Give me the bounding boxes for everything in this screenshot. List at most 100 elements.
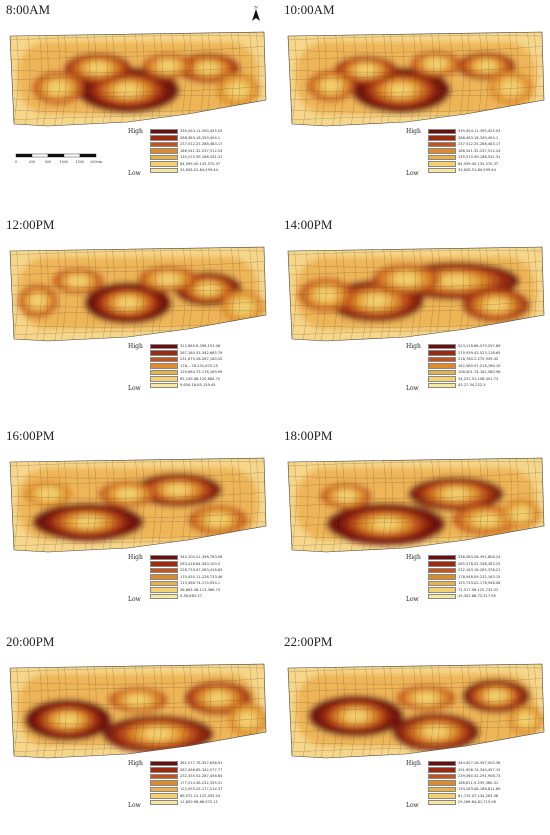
- legend-swatch: [150, 343, 178, 349]
- legend-swatch: [428, 593, 456, 599]
- heatmap: [9, 457, 267, 553]
- legend-low-label: Low: [128, 385, 141, 392]
- legend-range: 33,628.51-84,599.44: [458, 168, 496, 173]
- legend-range: 270,939.43-523,118.65: [458, 350, 501, 355]
- legend-swatch: [150, 148, 178, 154]
- svg-text:1000: 1000: [60, 160, 69, 164]
- legend-high-label: High: [406, 128, 421, 135]
- legend-range: 162,580.97-218,760.19: [458, 363, 501, 368]
- legend-range: 232,335.52-287,456.64: [180, 774, 223, 779]
- legend: High Low 339,454.11-390,425.03 288,483.18-3…: [406, 128, 550, 177]
- legend-high-label: High: [406, 554, 421, 561]
- legend-range: 178,948.09-232,163.15: [458, 574, 501, 579]
- legend-row: 66,972.12-122,093.24: [150, 793, 275, 800]
- north-arrow-icon: N: [252, 5, 260, 21]
- time-panel: 18:00PM High Low 338,383.26-391,808.24 285,3…: [278, 426, 550, 629]
- time-label: 10:00AM: [284, 2, 335, 17]
- legend-row: 135,570.39-186,541.31: [428, 154, 550, 161]
- legend-swatch: [150, 369, 178, 375]
- legend-range: 9,654.18-65,159.45: [180, 383, 216, 388]
- legend-row: 178,...76-231,675.25: [150, 363, 275, 370]
- heatmap: [9, 246, 267, 342]
- time-label: 8:00AM: [6, 2, 51, 17]
- legend-row: 237,512.25-288,483.17: [428, 141, 550, 148]
- time-panel: 8:00AM High Low 339,454.11-390,425.03 288,48…: [0, 0, 275, 203]
- legend-row: 344,457.16-397,005.36: [428, 760, 550, 767]
- legend-swatch: [150, 161, 178, 167]
- legend-range: 288,483.18-339,454.1: [180, 135, 221, 140]
- time-panel: 10:00AM High Low 339,454.11-390,425.03 288,4…: [278, 0, 550, 203]
- legend-row: 65,159.46-120,664.72: [150, 376, 275, 383]
- legend-range: 72,517.96-125,733.01: [458, 587, 499, 592]
- legend-row: 523,118.66-579,297.89: [428, 343, 550, 350]
- legend-high-label: High: [406, 760, 421, 767]
- legend-swatch: [428, 376, 456, 382]
- legend-range: 84,599.45-135,570.37: [180, 161, 221, 166]
- legend-row: 291,908.74-344,457.15: [428, 767, 550, 774]
- legend-range: 11,850.98-66,972.11: [180, 800, 218, 805]
- legend-row: 232,335.52-287,456.64: [150, 773, 275, 780]
- legend-row: 186,541.32-237,512.24: [150, 148, 275, 155]
- legend-row: 339,454.11-390,425.03: [428, 128, 550, 135]
- legend-row: 339,454.11-390,425.03: [150, 128, 275, 135]
- legend-low-label: Low: [406, 170, 419, 177]
- legend: High Low 339,454.11-390,425.03 288,483.18-3…: [128, 128, 275, 177]
- legend-row: 226,733.47-283,416.83: [150, 567, 275, 574]
- legend-row: 9,654.18-65,159.45: [150, 382, 275, 389]
- legend-range: 177,214.38-232,335.51: [180, 780, 223, 785]
- legend-row: 186,541.32-237,512.24: [428, 148, 550, 155]
- time-panel: 20:00PM High Low 362,577.78-357,638.91 287,4…: [0, 632, 275, 835]
- legend-swatch: [428, 793, 456, 799]
- legend-swatch: [428, 343, 456, 349]
- legend-swatch: [150, 561, 178, 567]
- legend-swatch: [428, 161, 456, 167]
- legend-row: 125,733.02-178,948.08: [428, 580, 550, 587]
- heatmap: [9, 663, 267, 759]
- legend-swatch: [428, 786, 456, 792]
- legend-row: 56,683.38-113,366.73: [150, 587, 275, 594]
- legend-row: 84,599.45-135,570.37: [428, 161, 550, 168]
- legend-swatch: [428, 369, 456, 375]
- legend-range: 267,180.53-342,685.79: [180, 350, 223, 355]
- legend-row: 0-56,683.37: [150, 593, 275, 600]
- legend-range: 237,512.25-288,483.17: [458, 142, 501, 147]
- legend-swatch: [150, 363, 178, 369]
- legend-range: 285,378.22-338,383.25: [458, 561, 501, 566]
- legend-row: 218,760.2-270,939.42: [428, 356, 550, 363]
- legend-row: 232,163.16-285,378.21: [428, 567, 550, 574]
- legend: High Low 362,577.78-357,638.91 287,456.65-3…: [128, 760, 275, 809]
- legend-range: 186,811.9-239,360.31: [458, 780, 499, 785]
- legend-range: 66,972.12-122,093.24: [180, 793, 221, 798]
- legend-swatch: [150, 593, 178, 599]
- legend-swatch: [150, 767, 178, 773]
- legend-range: 231,675.26-267,180.52: [180, 357, 223, 362]
- svg-text:0: 0: [15, 160, 17, 164]
- legend-range: 239,360.32-291,908.73: [458, 774, 501, 779]
- legend-row: 178,948.09-232,163.15: [428, 574, 550, 581]
- legend-swatch: [150, 350, 178, 356]
- svg-text:500: 500: [45, 160, 51, 164]
- legend-swatch: [428, 773, 456, 779]
- legend-row: 338,383.26-391,808.24: [428, 554, 550, 561]
- time-label: 22:00PM: [284, 634, 333, 649]
- legend-row: 312,685.8-398,191.06: [150, 343, 275, 350]
- legend-swatch: [150, 382, 178, 388]
- legend-row: 186,811.9-239,360.31: [428, 780, 550, 787]
- legend: High Low 340,100.21-396,783.56 283,416.84-3…: [128, 554, 275, 603]
- legend-row: 288,483.18-339,454.1: [428, 135, 550, 142]
- legend-range: 65,159.46-120,664.72: [180, 376, 221, 381]
- legend-high-label: High: [128, 554, 143, 561]
- legend-range: 523,118.66-579,297.89: [458, 344, 501, 349]
- legend-row: 288,483.18-339,454.1: [150, 135, 275, 142]
- legend-range: 135,570.39-186,541.31: [180, 155, 223, 160]
- legend-range: 125,733.02-178,948.08: [458, 581, 501, 586]
- legend-low-label: Low: [128, 170, 141, 177]
- legend-low-label: Low: [128, 596, 141, 603]
- legend-swatch: [428, 350, 456, 356]
- legend-row: 237,512.25-288,483.17: [150, 141, 275, 148]
- legend-swatch: [428, 135, 456, 141]
- legend-low-label: Low: [128, 802, 141, 809]
- legend: High Low 344,457.16-397,005.36 291,908.74-3…: [406, 760, 550, 809]
- time-panel: 16:00PM High Low 340,100.21-396,783.56 283,4…: [0, 426, 275, 629]
- legend-swatch: [150, 567, 178, 573]
